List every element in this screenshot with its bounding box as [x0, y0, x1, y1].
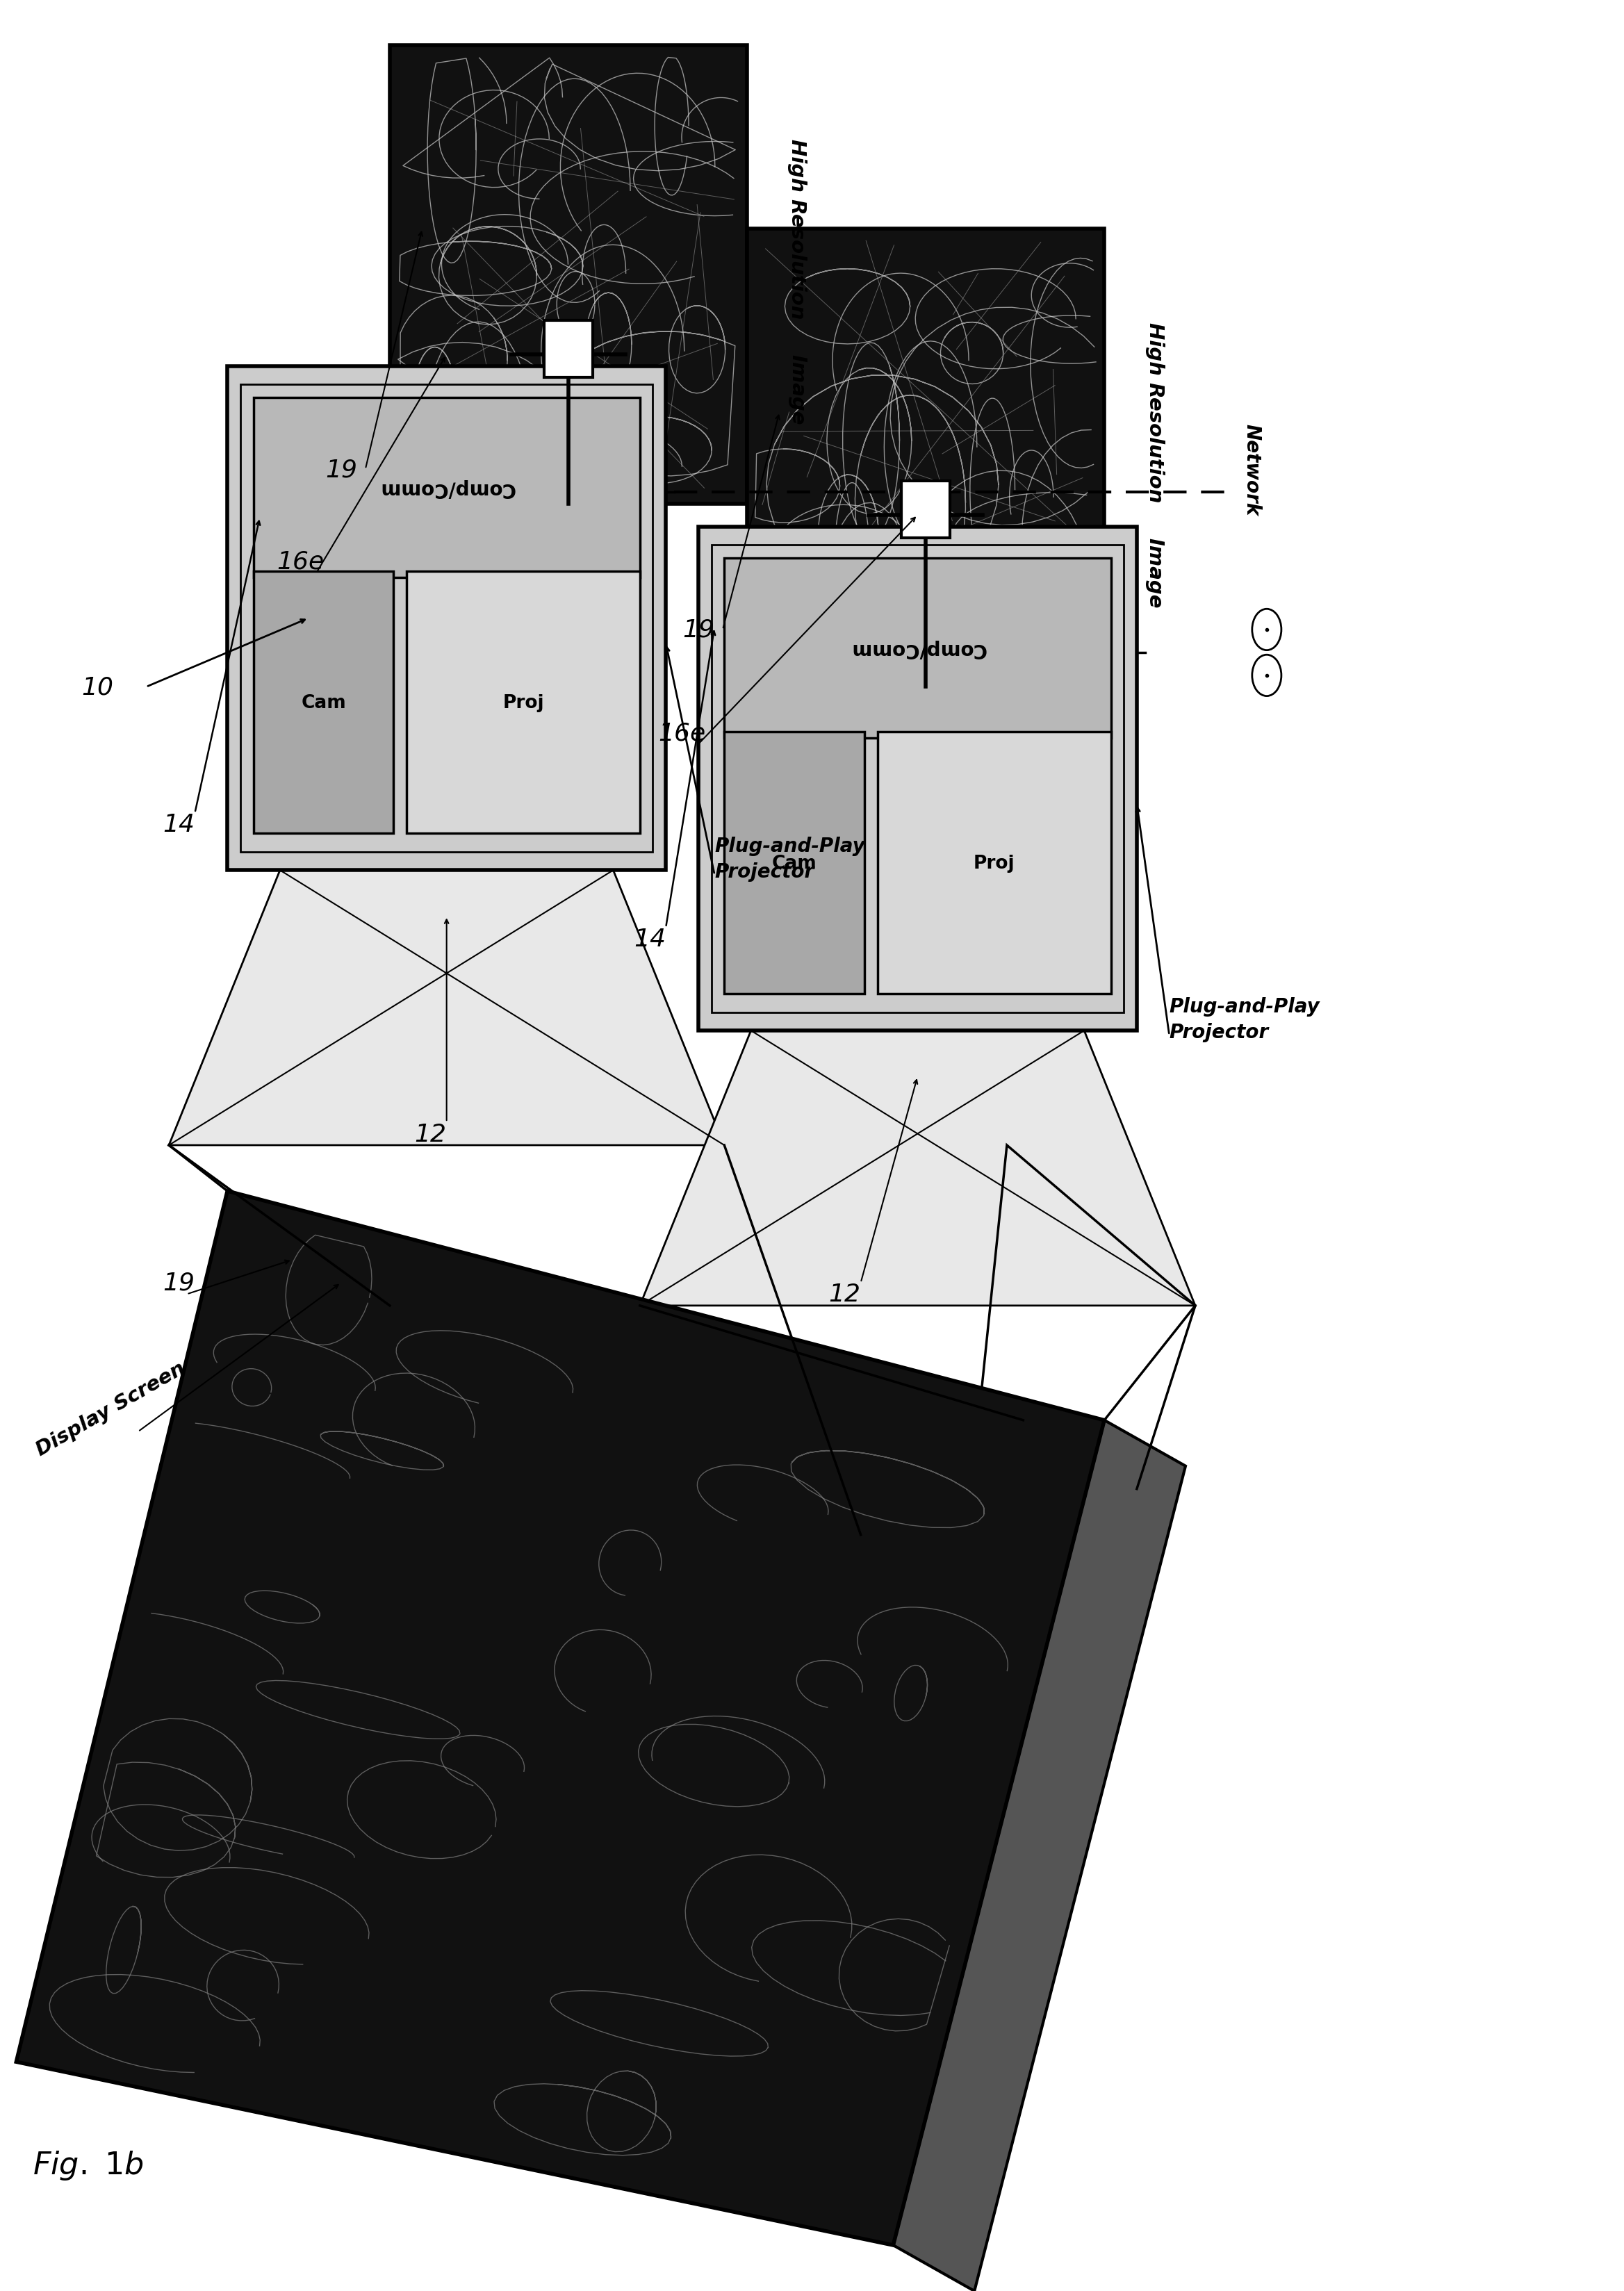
Text: Cam: Cam — [771, 855, 817, 873]
Bar — [724, 733, 864, 994]
Polygon shape — [16, 1191, 1104, 2245]
Text: $\it{Fig.\ 1b}$: $\it{Fig.\ 1b}$ — [32, 2149, 143, 2181]
Text: 19: 19 — [162, 1272, 195, 1294]
Polygon shape — [169, 871, 724, 1146]
Text: 16e: 16e — [276, 550, 325, 573]
Bar — [877, 733, 1111, 994]
Bar — [711, 545, 1124, 1013]
Text: Comp/Comm: Comp/Comm — [849, 639, 986, 658]
Text: High Resolution: High Resolution — [1145, 323, 1164, 502]
Bar — [724, 559, 1111, 738]
Bar — [901, 481, 950, 538]
Bar — [390, 46, 747, 504]
Text: 16e: 16e — [658, 722, 706, 745]
Text: 10: 10 — [81, 676, 114, 699]
Bar — [698, 527, 1137, 1031]
Polygon shape — [893, 1420, 1186, 2291]
Text: 19: 19 — [682, 619, 715, 641]
Text: Comp/Comm: Comp/Comm — [378, 479, 515, 497]
Text: 14: 14 — [633, 928, 666, 951]
Text: Image: Image — [788, 355, 807, 424]
Bar — [406, 573, 640, 834]
Bar — [253, 399, 640, 577]
Text: 14: 14 — [162, 813, 195, 836]
Text: 12: 12 — [414, 1123, 447, 1146]
Bar — [747, 229, 1104, 687]
Text: Proj: Proj — [502, 694, 544, 713]
Text: Plug-and-Play
Projector: Plug-and-Play Projector — [1169, 997, 1320, 1042]
Text: 12: 12 — [828, 1283, 861, 1306]
Bar — [227, 367, 666, 871]
Bar — [240, 385, 653, 852]
Text: Network: Network — [1242, 424, 1262, 515]
Bar — [253, 573, 393, 834]
Text: Image: Image — [1145, 538, 1164, 607]
Bar — [544, 321, 593, 378]
Text: Plug-and-Play
Projector: Plug-and-Play Projector — [715, 836, 866, 882]
Text: 19: 19 — [325, 458, 357, 481]
Text: Cam: Cam — [300, 694, 346, 713]
Text: Proj: Proj — [973, 855, 1015, 873]
Polygon shape — [640, 1031, 1195, 1306]
Text: High Resolution: High Resolution — [788, 140, 807, 318]
Text: Display Screen: Display Screen — [32, 1359, 188, 1459]
